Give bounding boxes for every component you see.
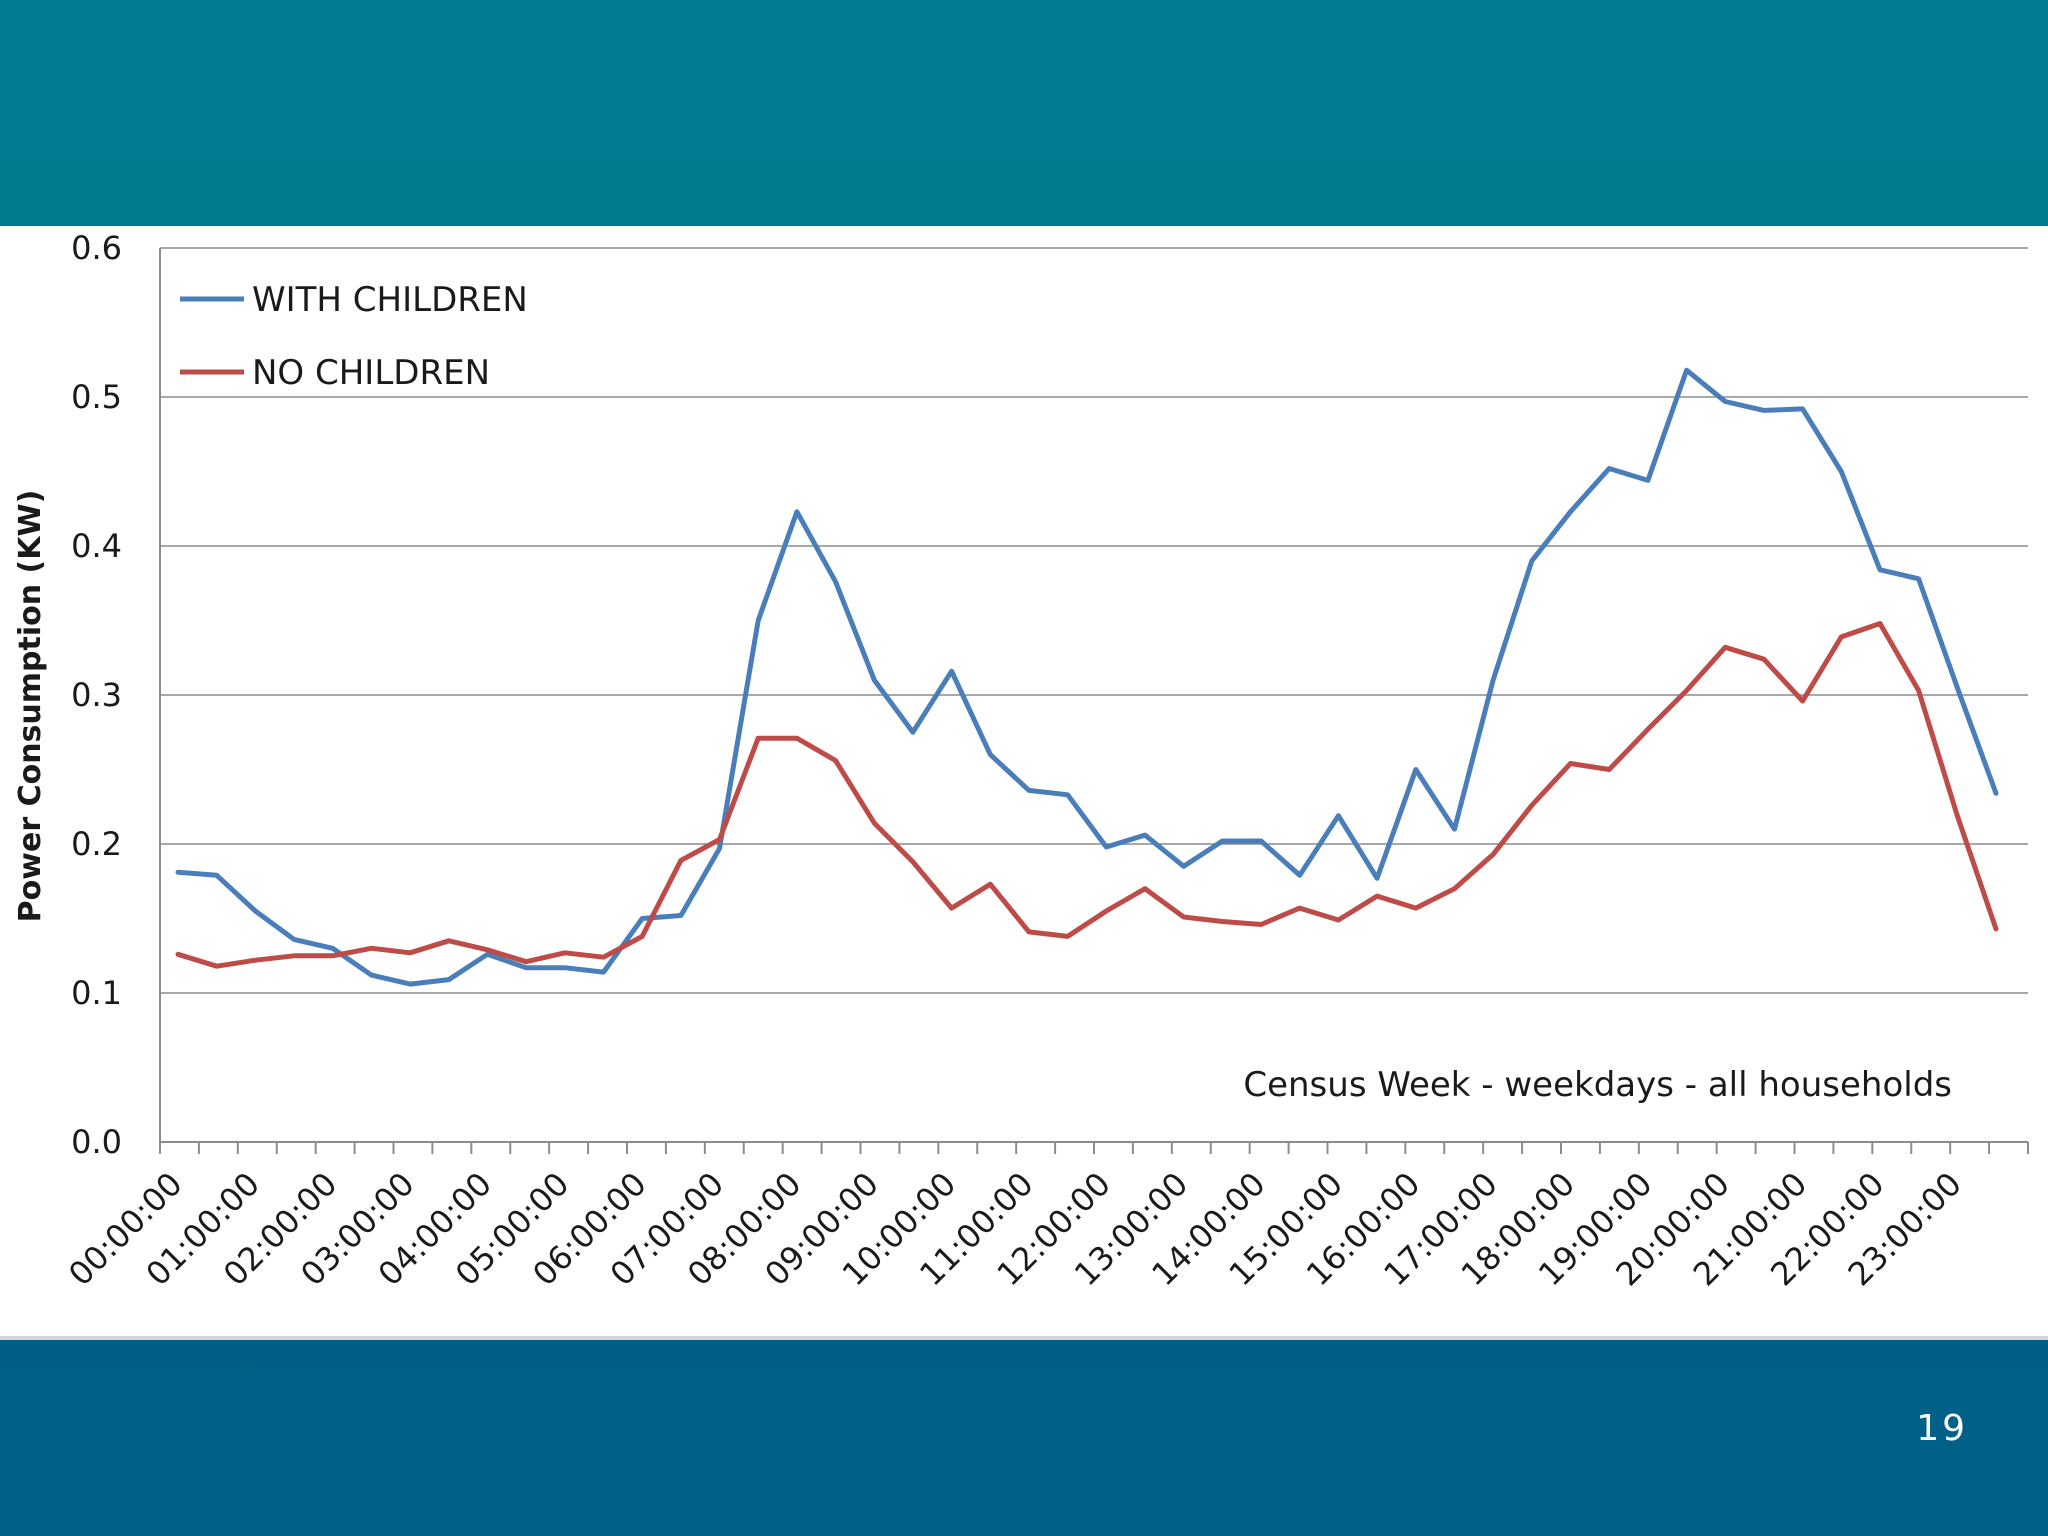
y-tick-label: 0.3 [71, 676, 122, 714]
line-chart: 0.0 0.1 0.2 0.3 0.4 0.5 0.6 00:00:0001:00:0002… [13, 229, 2029, 1293]
y-tick-label: 0.1 [71, 974, 122, 1012]
series-lines [175, 367, 1999, 987]
footer-band [0, 1340, 2048, 1536]
legend: WITH CHILDREN NO CHILDREN [180, 280, 528, 393]
page-number: 19 [1916, 1408, 1968, 1449]
legend-label-with-children: WITH CHILDREN [252, 280, 528, 320]
y-tick-label: 0.4 [71, 527, 122, 565]
series-line-no-children [175, 621, 1999, 969]
y-tick-label: 0.5 [71, 378, 122, 416]
axes [159, 248, 2029, 1154]
gridlines [160, 247, 2028, 994]
footer-rule [0, 1336, 2048, 1340]
legend-label-no-children: NO CHILDREN [252, 353, 490, 393]
y-tick-label: 0.0 [71, 1123, 122, 1161]
x-tick-labels: 00:00:0001:00:0002:00:0003:00:0004:00:00… [61, 1165, 1969, 1293]
y-tick-label: 0.2 [71, 825, 122, 863]
header-band [0, 0, 2048, 226]
y-tick-label: 0.6 [71, 229, 122, 267]
series-line-with-children [175, 367, 1999, 987]
chart-annotation: Census Week - weekdays - all households [1243, 1065, 1952, 1105]
y-tick-labels: 0.0 0.1 0.2 0.3 0.4 0.5 0.6 [71, 229, 122, 1161]
y-axis-title: Power Consumption (KW) [13, 490, 48, 923]
